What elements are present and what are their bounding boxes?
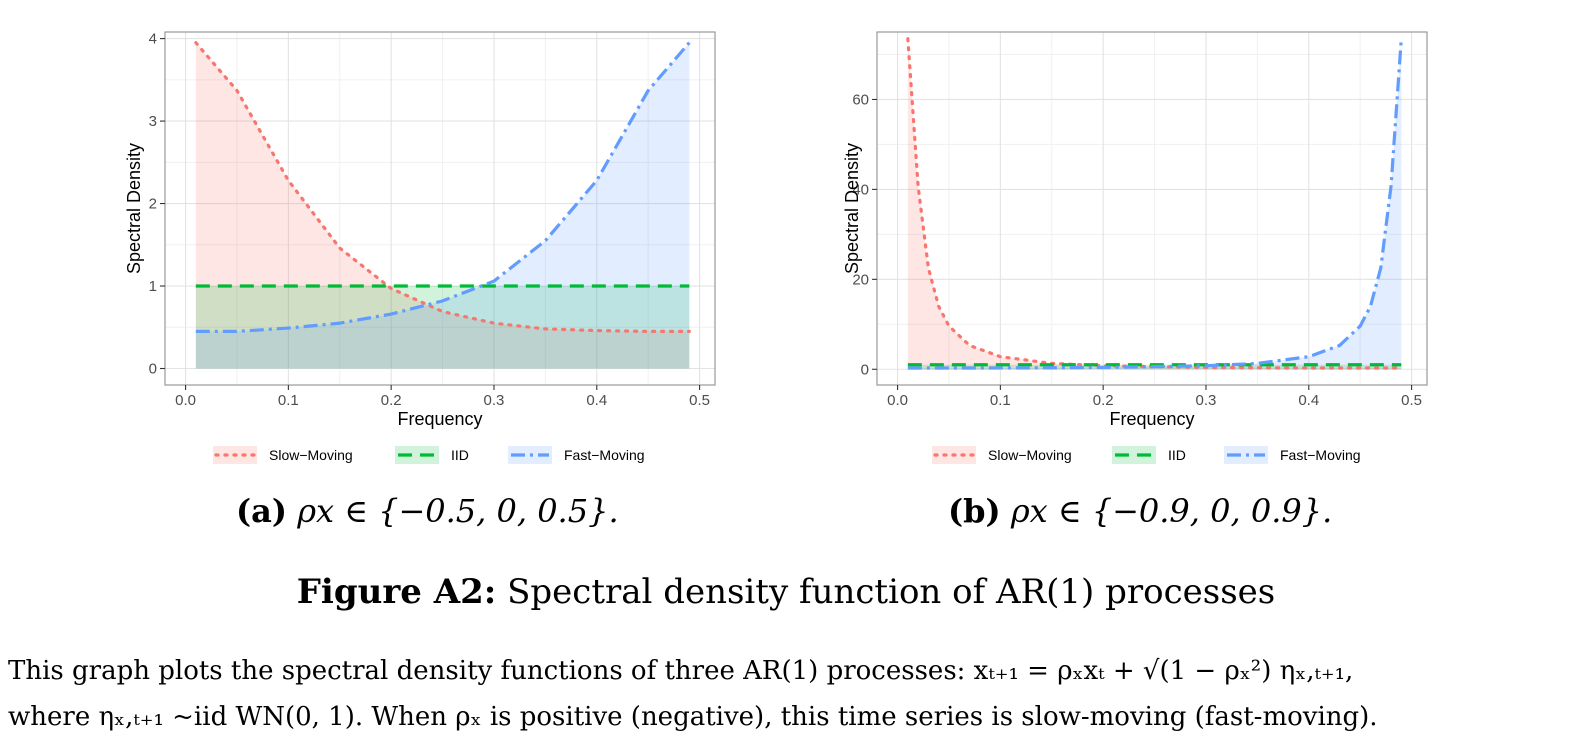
figure-title-text: Spectral density function of AR(1) proce… (507, 572, 1276, 612)
y-tick-label: 40 (852, 181, 869, 198)
series-line-2 (195, 41, 691, 333)
y-tick-label: 0 (149, 361, 157, 378)
series-area-1 (195, 286, 690, 369)
x-tick-label: 0.2 (381, 392, 402, 409)
caption-b: (b) ρx ∈ {−0.9, 0, 0.9}. (948, 492, 1332, 530)
x-tick-label: 0.4 (586, 392, 607, 409)
legend-key-fill (1112, 446, 1156, 464)
legend-label: IID (451, 447, 469, 463)
caption-a-text: ρx ∈ {−0.5, 0, 0.5}. (297, 492, 619, 530)
legend-label: Fast−Moving (1280, 447, 1361, 463)
figure-note: This graph plots the spectral density fu… (8, 648, 1564, 740)
x-tick-label: 0.0 (887, 392, 908, 409)
chart-panel-b: 0.0 0.1 0.2 0.3 0.4 0.5 0 20 40 60 Frequency Spectr… (742, 0, 1502, 480)
y-tick-label: 3 (149, 113, 157, 130)
x-tick-label: 0.3 (484, 392, 505, 409)
legend-label: Slow−Moving (988, 447, 1072, 463)
grid (877, 32, 1427, 385)
figure-label: Figure A2: (296, 572, 497, 612)
caption-b-text: ρx ∈ {−0.9, 0, 0.9}. (1010, 492, 1333, 530)
x-tick-label: 0.2 (1093, 392, 1114, 409)
chart-panel-a: 0.0 0.1 0.2 0.3 0.4 0.5 0 1 2 3 4 Frequency Spectral… (30, 0, 790, 480)
y-tick-label: 2 (149, 196, 157, 213)
series-area-2 (195, 42, 690, 369)
y-axis-title: Spectral Density (124, 143, 144, 274)
y-tick-label: 0 (861, 361, 869, 378)
plot-border (164, 31, 716, 386)
caption-a: (a) ρx ∈ {−0.5, 0, 0.5}. (236, 492, 619, 530)
figure-note-line-1: This graph plots the spectral density fu… (8, 656, 1354, 686)
figure-note-line-2: where ηₓ,ₜ₊₁ ~iid WN(0, 1). When ρₓ is p… (8, 702, 1378, 732)
x-tick-label: 0.5 (689, 392, 710, 409)
series-area-0 (907, 38, 1402, 370)
legend-key-fill (395, 446, 439, 464)
x-tick-label: 0.4 (1298, 392, 1319, 409)
spectral-density-chart-b: 0.0 0.1 0.2 0.3 0.4 0.5 0 20 40 60 Frequency Spectr… (842, 31, 1428, 464)
x-tick-label: 0.0 (175, 392, 196, 409)
y-tick-label: 20 (852, 271, 869, 288)
caption-b-letter: (b) (948, 492, 1001, 530)
series-area-2 (907, 38, 1402, 370)
x-tick-label: 0.5 (1401, 392, 1422, 409)
x-tick-label: 0.1 (278, 392, 299, 409)
x-tick-label: 0.3 (1196, 392, 1217, 409)
x-axis-title: Frequency (1109, 409, 1194, 429)
spectral-density-chart-a: 0.0 0.1 0.2 0.3 0.4 0.5 0 1 2 3 4 Frequency Spectral… (124, 31, 716, 464)
series-line-2 (907, 38, 1403, 370)
figure-title: Figure A2: Spectral density function of … (0, 572, 1572, 612)
series-line-0 (906, 37, 1403, 370)
x-tick-label: 0.1 (990, 392, 1011, 409)
caption-a-letter: (a) (236, 492, 288, 530)
x-axis-title: Frequency (397, 409, 482, 429)
legend-label: Fast−Moving (564, 447, 645, 463)
y-tick-label: 60 (852, 91, 869, 108)
legend-label: Slow−Moving (269, 447, 353, 463)
y-axis-title: Spectral Density (842, 143, 862, 274)
legend-label: IID (1168, 447, 1186, 463)
y-tick-label: 1 (149, 278, 157, 295)
y-tick-label: 4 (149, 31, 157, 48)
plot-border (876, 31, 1428, 386)
